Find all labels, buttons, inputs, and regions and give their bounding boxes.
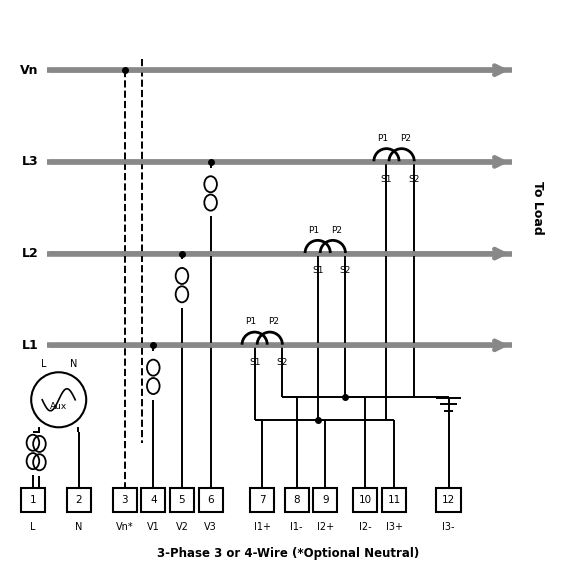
- FancyBboxPatch shape: [112, 488, 137, 512]
- Text: L: L: [30, 522, 36, 532]
- Text: 11: 11: [388, 495, 401, 505]
- Text: I3-: I3-: [442, 522, 455, 532]
- Text: L3: L3: [22, 156, 39, 168]
- FancyBboxPatch shape: [67, 488, 91, 512]
- Text: N: N: [70, 359, 78, 369]
- Text: I1-: I1-: [290, 522, 303, 532]
- Text: Vn: Vn: [20, 64, 39, 77]
- FancyBboxPatch shape: [353, 488, 377, 512]
- FancyBboxPatch shape: [141, 488, 165, 512]
- Text: L: L: [41, 359, 46, 369]
- Text: V3: V3: [204, 522, 217, 532]
- FancyBboxPatch shape: [21, 488, 45, 512]
- FancyBboxPatch shape: [199, 488, 223, 512]
- Text: I2-: I2-: [359, 522, 372, 532]
- Text: S1: S1: [381, 175, 392, 184]
- Text: 7: 7: [259, 495, 266, 505]
- Text: 5: 5: [179, 495, 185, 505]
- Text: P1: P1: [308, 226, 320, 234]
- Text: P2: P2: [400, 134, 411, 143]
- Text: 1: 1: [29, 495, 36, 505]
- Text: L2: L2: [22, 247, 39, 260]
- Text: S1: S1: [312, 266, 324, 275]
- Text: 6: 6: [207, 495, 214, 505]
- Text: I1+: I1+: [253, 522, 271, 532]
- Text: P1: P1: [377, 134, 388, 143]
- Text: 4: 4: [150, 495, 157, 505]
- Text: N: N: [75, 522, 82, 532]
- Text: S2: S2: [408, 175, 420, 184]
- Text: To Load: To Load: [531, 181, 544, 234]
- Text: V1: V1: [147, 522, 160, 532]
- Text: 3: 3: [122, 495, 128, 505]
- FancyBboxPatch shape: [313, 488, 338, 512]
- Text: 3-Phase 3 or 4-Wire (*Optional Neutral): 3-Phase 3 or 4-Wire (*Optional Neutral): [157, 547, 419, 560]
- Text: 8: 8: [293, 495, 300, 505]
- Text: P2: P2: [268, 317, 279, 327]
- Text: L1: L1: [22, 339, 39, 352]
- FancyBboxPatch shape: [170, 488, 194, 512]
- Text: 9: 9: [322, 495, 328, 505]
- Text: 12: 12: [442, 495, 455, 505]
- Text: I2+: I2+: [317, 522, 334, 532]
- FancyBboxPatch shape: [250, 488, 274, 512]
- FancyBboxPatch shape: [437, 488, 461, 512]
- Text: 10: 10: [359, 495, 372, 505]
- Text: V2: V2: [176, 522, 188, 532]
- Text: P1: P1: [245, 317, 256, 327]
- FancyBboxPatch shape: [285, 488, 309, 512]
- Text: S2: S2: [276, 358, 288, 367]
- Text: P2: P2: [331, 226, 342, 234]
- Text: Vn*: Vn*: [116, 522, 134, 532]
- FancyBboxPatch shape: [382, 488, 406, 512]
- Text: S1: S1: [249, 358, 260, 367]
- Text: Aux: Aux: [50, 402, 67, 411]
- Text: I3+: I3+: [385, 522, 403, 532]
- Text: S2: S2: [340, 266, 351, 275]
- Text: 2: 2: [75, 495, 82, 505]
